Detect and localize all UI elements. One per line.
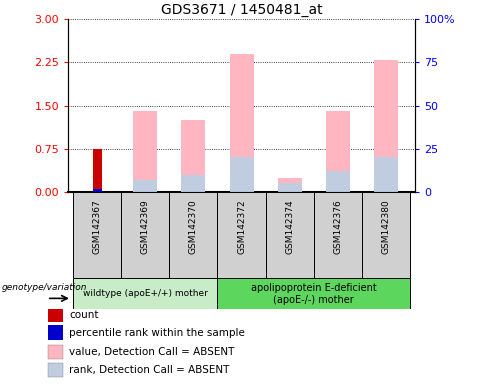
Text: genotype/variation: genotype/variation: [1, 283, 87, 292]
Text: GSM142367: GSM142367: [93, 199, 102, 254]
Bar: [48, 308, 62, 322]
Text: count: count: [69, 310, 99, 320]
Bar: [133, 180, 157, 192]
Title: GDS3671 / 1450481_at: GDS3671 / 1450481_at: [161, 3, 323, 17]
Text: rank, Detection Call = ABSENT: rank, Detection Call = ABSENT: [69, 365, 229, 375]
Text: GSM142369: GSM142369: [141, 199, 150, 254]
Bar: [278, 177, 302, 192]
Bar: [229, 157, 254, 192]
Bar: [218, 278, 410, 309]
Bar: [169, 192, 218, 278]
Bar: [182, 175, 205, 192]
Text: value, Detection Call = ABSENT: value, Detection Call = ABSENT: [69, 347, 234, 357]
Bar: [182, 120, 205, 192]
Bar: [218, 192, 265, 278]
Text: wildtype (apoE+/+) mother: wildtype (apoE+/+) mother: [83, 289, 208, 298]
Text: percentile rank within the sample: percentile rank within the sample: [69, 328, 245, 338]
Text: GSM142370: GSM142370: [189, 199, 198, 254]
Bar: [265, 192, 314, 278]
Bar: [48, 363, 62, 377]
Bar: [326, 111, 350, 192]
Bar: [374, 157, 398, 192]
Bar: [229, 54, 254, 192]
Bar: [133, 111, 157, 192]
Bar: [73, 192, 121, 278]
Text: apolipoprotein E-deficient
(apoE-/-) mother: apolipoprotein E-deficient (apoE-/-) mot…: [251, 283, 377, 305]
Bar: [326, 171, 350, 192]
Text: GSM142376: GSM142376: [333, 199, 342, 254]
Bar: [48, 345, 62, 359]
Bar: [73, 278, 218, 309]
Bar: [362, 192, 410, 278]
Bar: [278, 184, 302, 192]
Text: GSM142372: GSM142372: [237, 199, 246, 253]
Text: GSM142374: GSM142374: [285, 199, 294, 253]
Bar: [93, 189, 102, 192]
Bar: [48, 326, 62, 340]
Bar: [93, 149, 102, 192]
Bar: [374, 60, 398, 192]
Bar: [121, 192, 169, 278]
Text: GSM142380: GSM142380: [382, 199, 390, 254]
Bar: [314, 192, 362, 278]
